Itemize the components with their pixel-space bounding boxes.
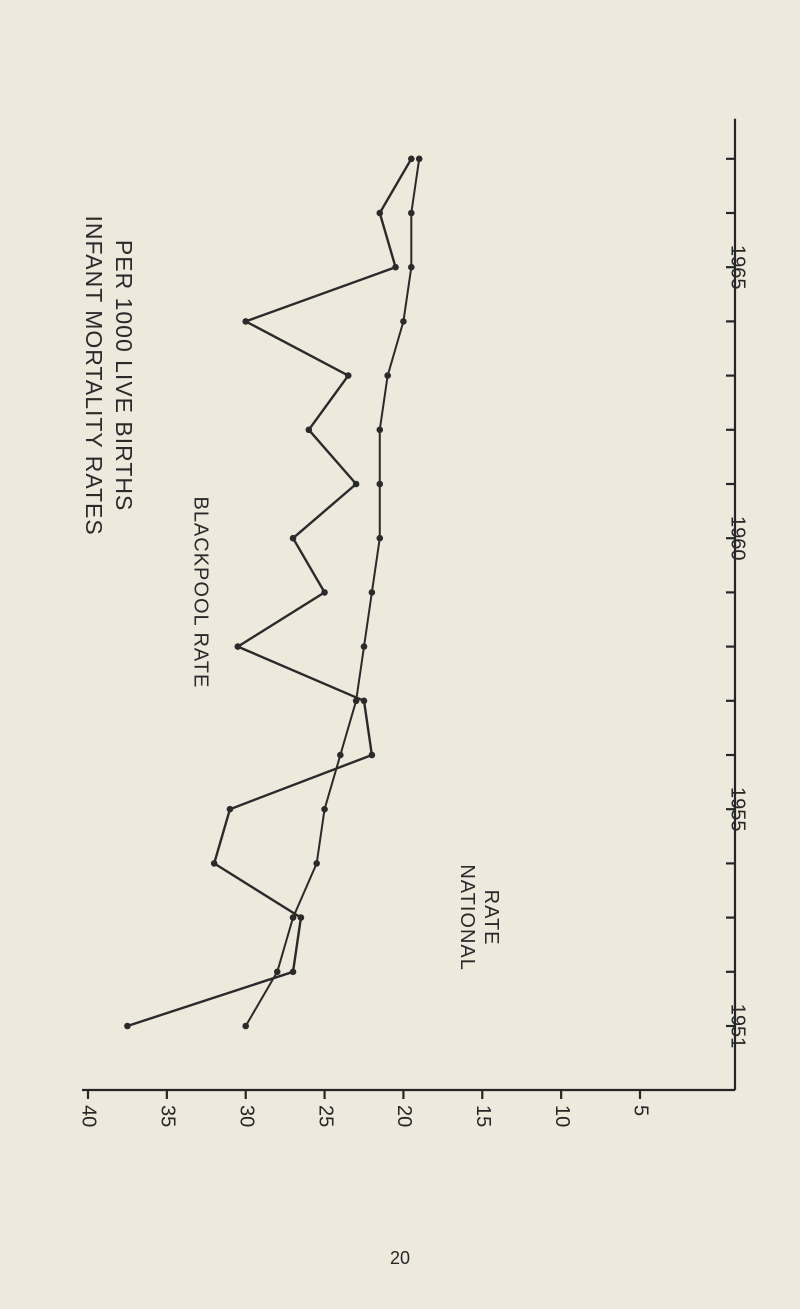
chart-title-line2: PER 1000 LIVE BIRTHS <box>111 240 137 511</box>
national-point <box>353 698 360 705</box>
value-tick-label: 25 <box>314 1105 336 1127</box>
blackpool-point <box>345 372 352 379</box>
national-point <box>290 914 297 921</box>
blackpool-point <box>408 156 415 163</box>
national-label-line1: NATIONAL <box>456 864 478 971</box>
national-point <box>369 589 376 596</box>
national-point <box>337 752 344 759</box>
chart-svg: 5 10 15 20 25 30 35 40 1951 1955 1960 1965 BLACKPOOL… <box>0 0 800 1309</box>
blackpool-point <box>242 318 249 325</box>
value-tick-label: 15 <box>472 1105 494 1127</box>
page-root: 5 10 15 20 25 30 35 40 1951 1955 1960 1965 BLACKPOOL… <box>0 0 800 1309</box>
national-label-line2: RATE <box>480 890 502 946</box>
national-point <box>321 806 328 813</box>
national-point <box>384 372 391 379</box>
national-point <box>242 1023 249 1030</box>
blackpool-point <box>369 752 376 759</box>
national-point <box>408 264 415 271</box>
blackpool-point <box>124 1023 131 1030</box>
year-tick-label: 1965 <box>726 245 748 290</box>
value-tick-label: 20 <box>393 1105 415 1127</box>
blackpool-point <box>290 535 297 542</box>
chart-title-line1: INFANT MORTALITY RATES <box>81 215 107 535</box>
national-point <box>274 969 281 976</box>
value-tick-label: 35 <box>157 1105 179 1127</box>
value-tick-label: 5 <box>630 1105 652 1116</box>
national-point <box>408 210 415 217</box>
blackpool-point <box>290 969 297 976</box>
blackpool-point <box>353 481 360 488</box>
national-point <box>400 318 407 325</box>
blackpool-point <box>227 806 234 813</box>
blackpool-point <box>211 860 218 867</box>
national-point <box>376 535 383 542</box>
year-tick-label: 1955 <box>726 787 748 832</box>
blackpool-point <box>361 698 368 705</box>
blackpool-point <box>298 914 305 921</box>
value-tick-label: 30 <box>235 1105 257 1127</box>
blackpool-label: BLACKPOOL RATE <box>190 496 212 688</box>
year-tick-label: 1960 <box>726 516 748 561</box>
page-number: 20 <box>0 1248 800 1269</box>
blackpool-point <box>306 427 313 434</box>
national-point <box>361 643 368 650</box>
value-tick-label: 40 <box>78 1105 100 1127</box>
national-point <box>313 860 320 867</box>
national-point <box>376 427 383 434</box>
blackpool-point <box>235 643 242 650</box>
year-tick-label: 1951 <box>726 1004 748 1049</box>
national-point <box>376 481 383 488</box>
blackpool-point <box>376 210 383 217</box>
value-tick-label: 10 <box>551 1105 573 1127</box>
blackpool-point <box>321 589 328 596</box>
blackpool-point <box>392 264 399 271</box>
national-point <box>416 156 423 163</box>
